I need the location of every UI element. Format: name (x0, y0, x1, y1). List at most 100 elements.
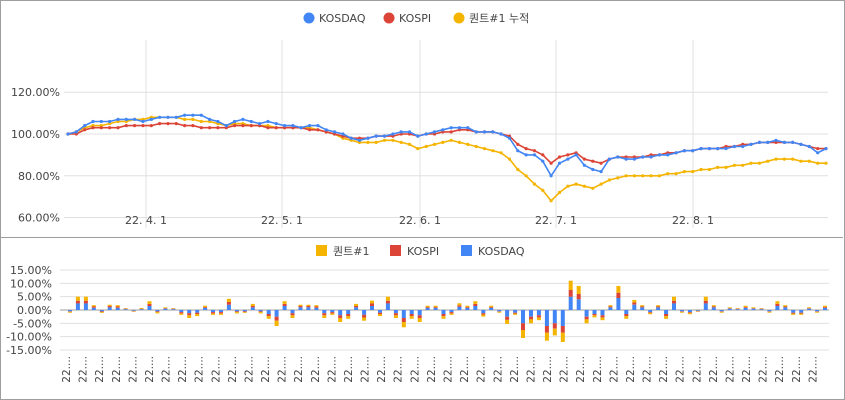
data-point-1 (674, 172, 678, 176)
data-point-kosdaq (666, 153, 670, 157)
data-point-1 (799, 159, 803, 163)
legend-label: 퀀트#1 누적 (469, 12, 529, 25)
data-point-kosdaq (799, 142, 803, 146)
data-point-1 (607, 178, 612, 182)
y-tick-label: 120.00% (11, 86, 60, 99)
data-point-kosdaq (474, 130, 478, 134)
data-point-kosdaq (241, 117, 245, 121)
data-point-1 (474, 144, 478, 149)
data-point-1 (466, 142, 470, 146)
data-point-kosdaq (158, 115, 162, 119)
data-point-kosdaq (183, 113, 187, 117)
panel-divider (0, 237, 843, 238)
data-point-kosdaq (74, 130, 78, 134)
data-point-1 (499, 151, 503, 155)
legend-marker-kosdaq (303, 12, 315, 24)
data-point-1 (724, 165, 728, 169)
data-point-kospi (208, 126, 212, 130)
data-point-kosdaq (424, 132, 428, 136)
data-point-kosdaq (233, 119, 237, 124)
data-point-kosdaq (91, 119, 95, 124)
data-point-kospi (124, 124, 128, 128)
data-point-kosdaq (349, 136, 353, 140)
data-point-kosdaq (199, 113, 203, 117)
data-point-kospi (158, 122, 162, 126)
data-point-kosdaq (274, 122, 278, 126)
data-point-kosdaq (266, 119, 270, 124)
data-point-kospi (199, 126, 203, 130)
data-point-kospi (516, 142, 520, 146)
data-point-1 (641, 174, 645, 178)
data-point-kospi (549, 161, 553, 165)
data-point-kospi (582, 157, 587, 161)
data-point-1 (824, 161, 828, 165)
data-point-kosdaq (782, 140, 787, 144)
x-tick-label: 22. 6. 1 (399, 214, 441, 227)
data-point-kosdaq (616, 155, 620, 159)
data-point-1 (566, 184, 570, 188)
data-point-kospi (166, 122, 170, 126)
data-point-kosdaq (391, 132, 395, 136)
data-point-kosdaq (308, 124, 312, 128)
data-point-1 (599, 182, 603, 186)
data-point-kosdaq (174, 115, 178, 119)
data-point-kospi (591, 159, 595, 163)
data-point-kosdaq (299, 126, 303, 130)
data-point-1 (774, 157, 778, 161)
data-point-kosdaq (191, 113, 195, 117)
data-point-kosdaq (732, 144, 737, 149)
data-point-kosdaq (791, 140, 795, 144)
data-point-kosdaq (149, 117, 153, 121)
data-point-kosdaq (108, 119, 112, 124)
data-point-1 (524, 174, 528, 178)
data-point-kosdaq (632, 157, 637, 161)
y-tick-label: 60.00% (18, 212, 60, 225)
data-point-kosdaq (316, 124, 320, 128)
data-point-kosdaq (116, 117, 120, 121)
data-point-1 (632, 174, 637, 178)
data-point-kosdaq (807, 144, 811, 149)
data-point-kospi (83, 128, 87, 132)
data-point-kospi (133, 124, 137, 128)
data-point-kospi (308, 128, 312, 132)
data-point-1 (532, 182, 537, 186)
data-point-1 (582, 184, 587, 188)
data-point-kospi (541, 153, 545, 157)
data-point-1 (757, 161, 762, 165)
data-point-1 (766, 159, 770, 163)
data-point-1 (741, 163, 745, 167)
data-point-kosdaq (641, 155, 645, 159)
data-point-kosdaq (649, 155, 653, 159)
data-point-kosdaq (66, 132, 70, 136)
data-point-kosdaq (141, 119, 145, 124)
data-point-1 (416, 147, 420, 151)
data-point-kospi (116, 126, 120, 130)
data-point-kosdaq (341, 132, 345, 136)
data-point-kosdaq (657, 153, 662, 157)
data-point-kosdaq (208, 117, 212, 121)
data-point-kosdaq (291, 124, 295, 128)
data-point-kospi (449, 130, 453, 134)
data-point-1 (399, 140, 403, 144)
data-point-1 (391, 138, 395, 142)
data-point-kosdaq (283, 124, 287, 128)
data-point-kosdaq (133, 117, 137, 121)
data-point-kosdaq (541, 159, 545, 163)
data-point-kosdaq (532, 153, 537, 157)
data-point-kospi (316, 128, 320, 132)
data-point-kospi (816, 147, 820, 151)
data-point-1 (657, 174, 662, 178)
data-point-kosdaq (724, 147, 728, 151)
data-point-kospi (149, 124, 153, 128)
legend-label: KOSDAQ (319, 12, 366, 25)
data-point-kosdaq (449, 126, 453, 130)
line-chart-series (66, 113, 828, 203)
data-point-kosdaq (324, 128, 328, 132)
data-point-1 (707, 167, 712, 172)
data-point-kosdaq (407, 130, 412, 134)
data-point-kospi (524, 147, 528, 151)
line-chart: 60.00% 80.00% 100.00% 120.00% 22. 4. 1 22. 5… (11, 12, 828, 228)
data-point-kospi (249, 124, 253, 128)
y-tick-label: 80.00% (18, 170, 60, 183)
data-point-1 (624, 174, 628, 178)
